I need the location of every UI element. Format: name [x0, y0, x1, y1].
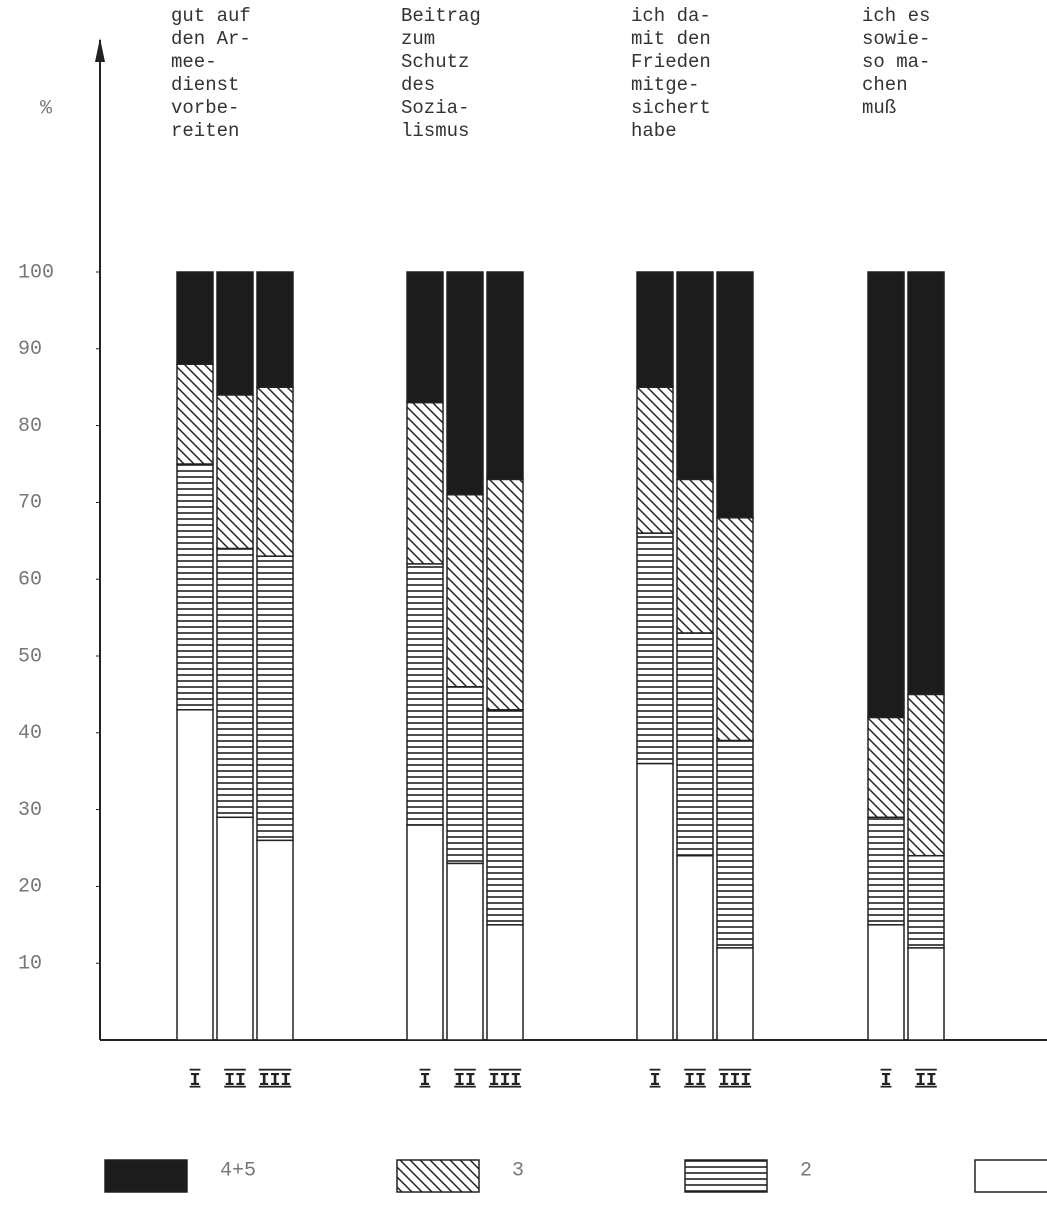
bar-segment — [676, 854, 714, 1041]
group-title: Schutz — [401, 51, 469, 73]
group-title: ich da- — [631, 5, 711, 27]
y-axis-arrow — [95, 38, 105, 62]
group-title: Frieden — [631, 51, 711, 73]
y-axis-label: % — [40, 97, 53, 120]
bar-segment — [446, 493, 484, 688]
bar-segment — [256, 555, 294, 842]
bar-segment — [636, 762, 674, 1041]
bar-segment — [446, 862, 484, 1041]
legend-swatch — [684, 1159, 768, 1193]
y-tick-label: 60 — [18, 568, 42, 591]
group-title: chen — [862, 74, 908, 96]
group-title: des — [401, 74, 435, 96]
group-title: dienst — [171, 74, 239, 96]
bar-segment — [676, 478, 714, 634]
group-title: gut auf — [171, 5, 251, 27]
group-title: reiten — [171, 120, 239, 142]
bar-segment — [636, 271, 674, 388]
group-title: so ma- — [862, 51, 930, 73]
group-title: den Ar- — [171, 28, 251, 50]
bar-segment — [486, 709, 524, 926]
legend-label: 4+5 — [220, 1159, 256, 1182]
x-tick-label: III — [489, 1071, 521, 1091]
group-title: habe — [631, 120, 677, 142]
legend-swatch — [104, 1159, 188, 1193]
x-tick-label: II — [224, 1071, 246, 1091]
bar-segment — [256, 271, 294, 388]
x-tick-label: II — [684, 1071, 706, 1091]
x-tick-label: II — [915, 1071, 937, 1091]
y-tick-label: 30 — [18, 799, 42, 822]
x-tick-label: III — [719, 1071, 751, 1091]
bar-segment — [216, 394, 254, 550]
y-tick-label: 90 — [18, 338, 42, 361]
bar-segment — [176, 709, 214, 1041]
bar-segment — [907, 271, 945, 696]
bar-segment — [867, 816, 905, 926]
y-tick-label: 80 — [18, 415, 42, 438]
legend-label: 2 — [800, 1159, 812, 1182]
bar-segment — [216, 271, 254, 396]
y-tick-label: 100 — [18, 261, 54, 284]
x-tick-label: III — [259, 1071, 291, 1091]
y-tick-label: 50 — [18, 645, 42, 668]
bar-segment — [486, 924, 524, 1041]
group-title: muß — [862, 97, 896, 119]
group-title: sowie- — [862, 28, 930, 50]
group-title: mee- — [171, 51, 217, 73]
x-tick-label: I — [881, 1071, 892, 1091]
bar-segment — [406, 824, 444, 1041]
bar-segment — [256, 386, 294, 557]
bar-segment — [406, 563, 444, 826]
bar-segment — [216, 816, 254, 1041]
legend-label: 3 — [512, 1159, 524, 1182]
x-tick-label: I — [190, 1071, 201, 1091]
bar-segment — [176, 271, 214, 365]
bar-segment — [716, 739, 754, 949]
bar-segment — [867, 271, 905, 719]
bar-segment — [907, 947, 945, 1041]
x-tick-label: II — [454, 1071, 476, 1091]
group-title: lismus — [401, 120, 469, 142]
group-title: mitge- — [631, 74, 699, 96]
bar-segment — [216, 547, 254, 819]
y-tick-label: 10 — [18, 952, 42, 975]
group-title: Sozia- — [401, 97, 469, 119]
group-title: sichert — [631, 97, 711, 119]
bar-segment — [716, 947, 754, 1041]
bar-segment — [406, 401, 444, 565]
bar-segment — [256, 839, 294, 1041]
bar-segment — [636, 386, 674, 534]
legend-swatch — [974, 1159, 1047, 1193]
bar-segment — [446, 271, 484, 496]
y-tick-label: 40 — [18, 722, 42, 745]
x-tick-label: I — [420, 1071, 431, 1091]
group-title: mit den — [631, 28, 711, 50]
y-tick-label: 20 — [18, 876, 42, 899]
bar-segment — [867, 716, 905, 819]
group-title: Beitrag — [401, 5, 481, 27]
bar-segment — [867, 924, 905, 1041]
legend-swatch — [396, 1159, 480, 1193]
bar-segment — [176, 363, 214, 465]
bar-segment — [676, 632, 714, 857]
group-title: zum — [401, 28, 435, 50]
group-title: ich es — [862, 5, 930, 27]
bar-segment — [676, 271, 714, 481]
bar-segment — [716, 517, 754, 742]
bar-segment — [907, 693, 945, 857]
bar-segment — [636, 532, 674, 765]
bar-segment — [486, 478, 524, 711]
bar-segment — [486, 271, 524, 481]
bar-segment — [406, 271, 444, 404]
bar-segment — [446, 685, 484, 865]
bar-segment — [907, 854, 945, 949]
bar-segment — [176, 463, 214, 711]
group-title: vorbe- — [171, 97, 239, 119]
y-tick-label: 70 — [18, 492, 42, 515]
x-tick-label: I — [650, 1071, 661, 1091]
bar-segment — [716, 271, 754, 519]
